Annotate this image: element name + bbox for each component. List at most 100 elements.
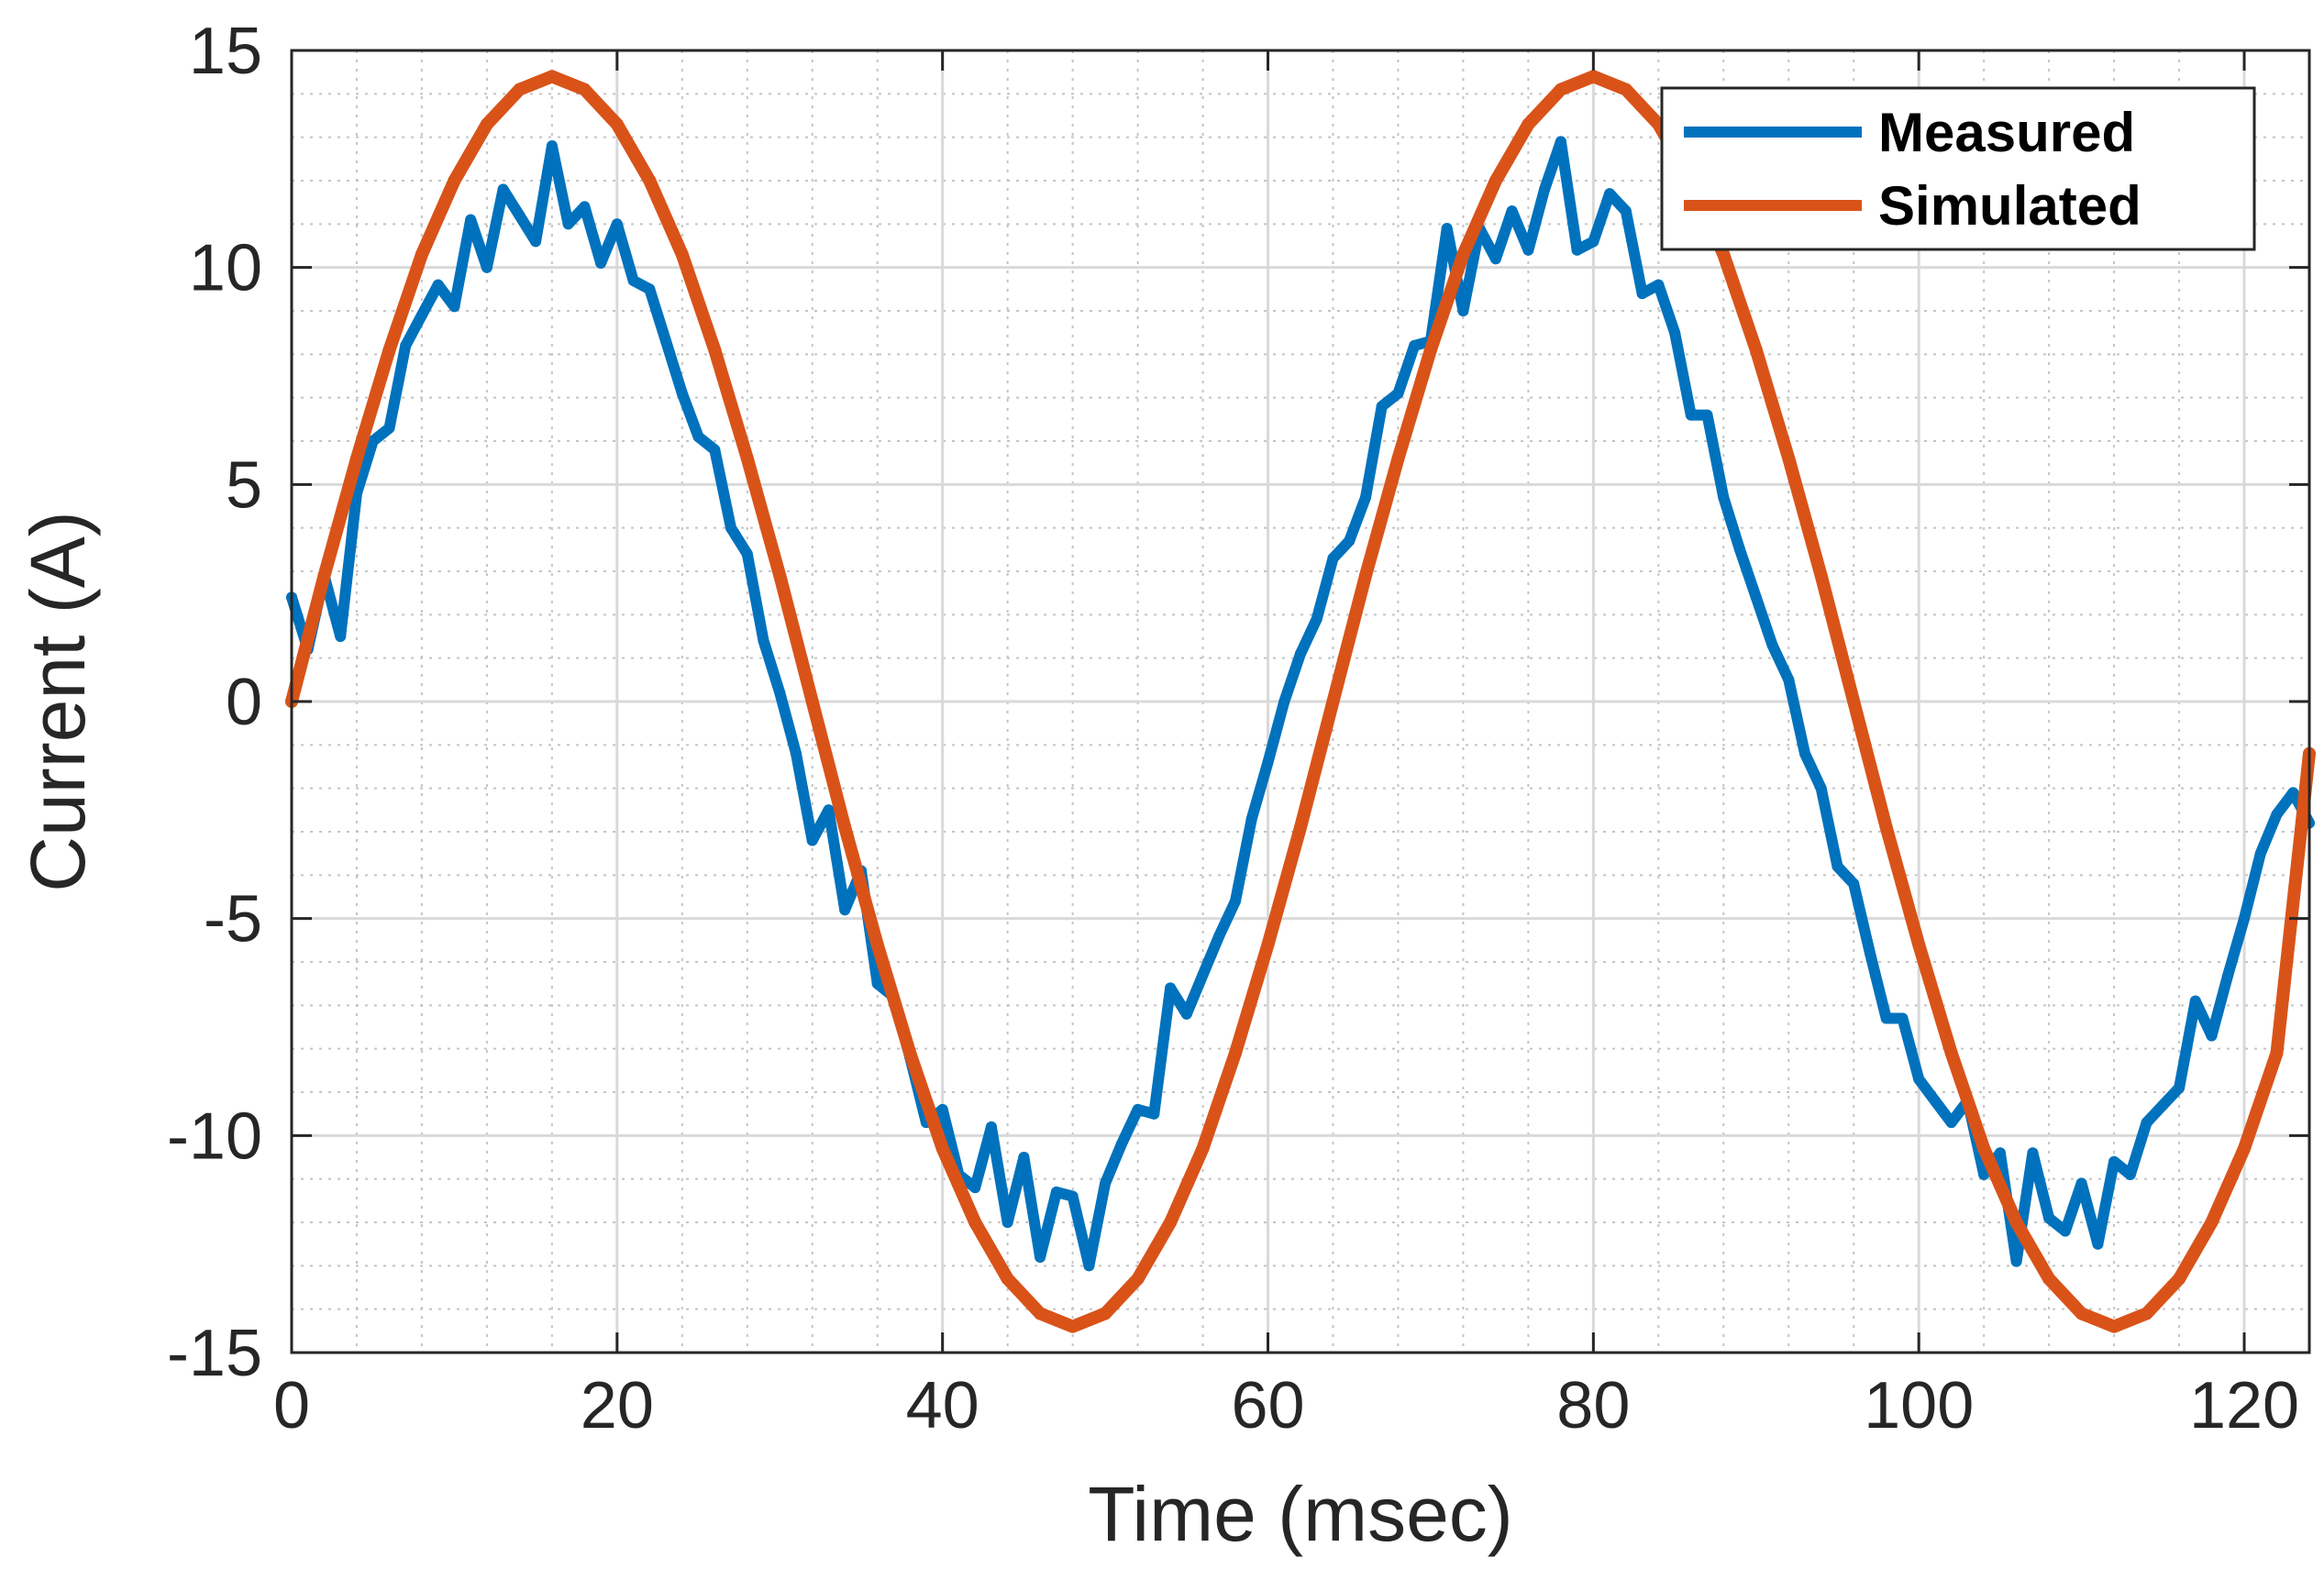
data-point-simulated	[513, 83, 526, 96]
data-point-measured	[676, 387, 688, 399]
data-point-measured	[448, 301, 460, 313]
data-point-measured	[2075, 1177, 2087, 1189]
data-point-measured	[1245, 812, 1257, 824]
data-point-measured	[1815, 782, 1827, 794]
data-point-measured	[871, 978, 883, 989]
legend-box	[1660, 86, 2256, 251]
data-point-measured	[415, 309, 427, 321]
data-point-simulated	[1423, 343, 1437, 357]
data-point-measured	[1653, 279, 1665, 291]
data-point-simulated	[1196, 1142, 1210, 1155]
data-point-measured	[1994, 1147, 2006, 1159]
data-point-simulated	[415, 248, 428, 261]
data-point-simulated	[1587, 70, 1600, 83]
data-point-measured	[611, 218, 623, 230]
data-point-measured	[2287, 787, 2299, 799]
data-point-simulated	[480, 117, 493, 131]
data-point-measured	[1506, 205, 1518, 217]
data-point-measured	[1685, 409, 1697, 421]
data-point-simulated	[1522, 117, 1535, 131]
data-point-measured	[2092, 1238, 2104, 1250]
data-point-measured	[2174, 1082, 2186, 1094]
data-point-simulated	[578, 83, 592, 96]
data-point-simulated	[1488, 174, 1502, 187]
data-point-simulated	[968, 1216, 982, 1229]
data-point-measured	[1278, 696, 1290, 707]
data-point-measured	[2222, 969, 2234, 981]
data-point-measured	[1489, 253, 1501, 265]
data-point-measured	[791, 747, 802, 759]
legend-label-simulated: Simulated	[1878, 175, 2141, 237]
data-point-measured	[2157, 1099, 2169, 1111]
data-point-measured	[741, 548, 753, 560]
data-point-measured	[1929, 1095, 1941, 1107]
data-point-measured	[497, 183, 509, 195]
data-point-measured	[1262, 757, 1274, 768]
data-point-measured	[1441, 223, 1453, 235]
data-point-measured	[1848, 878, 1860, 889]
data-point-measured	[1734, 544, 1745, 556]
data-point-measured	[1409, 339, 1421, 351]
data-point-simulated	[1066, 1320, 1079, 1333]
data-point-measured	[2059, 1225, 2071, 1237]
data-point-measured	[1880, 1012, 1892, 1024]
data-point-measured	[823, 804, 835, 816]
data-point-measured	[1035, 1251, 1046, 1263]
data-point-measured	[1978, 1168, 1990, 1180]
data-point-simulated	[1977, 1142, 1991, 1155]
data-point-simulated	[1456, 248, 1470, 261]
data-point-simulated	[1294, 821, 1307, 834]
y-tick-label: 0	[226, 666, 262, 739]
data-point-simulated	[382, 343, 396, 357]
data-point-simulated	[448, 174, 461, 187]
data-point-measured	[562, 218, 574, 230]
data-point-simulated	[1782, 451, 1796, 465]
series-layer	[285, 70, 2316, 1333]
data-point-measured	[1115, 1138, 1127, 1150]
y-tick-label: -5	[204, 883, 262, 956]
data-point-simulated	[2270, 1046, 2284, 1060]
data-point-measured	[725, 522, 736, 534]
data-point-simulated	[1912, 938, 1926, 952]
x-tick-label: 60	[1231, 1369, 1304, 1442]
data-point-simulated	[2238, 1142, 2251, 1155]
data-point-simulated	[2173, 1272, 2186, 1286]
data-point-measured	[1311, 613, 1322, 625]
data-point-measured	[1165, 982, 1177, 994]
data-point-measured	[1571, 244, 1583, 256]
data-point-simulated	[1554, 83, 1567, 96]
data-point-measured	[1100, 1177, 1112, 1189]
data-point-measured	[2010, 1255, 2022, 1267]
data-point-measured	[432, 279, 444, 291]
data-point-measured	[2027, 1147, 2039, 1159]
data-point-simulated	[610, 117, 624, 131]
data-point-measured	[1018, 1152, 1030, 1163]
data-point-measured	[1392, 387, 1404, 399]
data-point-measured	[2108, 1155, 2120, 1167]
data-point-simulated	[2075, 1307, 2088, 1320]
data-point-measured	[627, 274, 639, 286]
data-point-measured	[839, 904, 851, 916]
data-point-measured	[1522, 244, 1534, 256]
data-point-simulated	[1359, 569, 1372, 582]
data-point-measured	[1718, 492, 1730, 503]
data-point-simulated	[317, 569, 331, 582]
x-tick-label: 20	[581, 1369, 654, 1442]
data-point-simulated	[1749, 343, 1763, 357]
data-point-measured	[2239, 912, 2250, 924]
data-point-measured	[367, 436, 379, 447]
data-point-measured	[1865, 947, 1876, 959]
data-point-simulated	[1164, 1216, 1178, 1229]
data-point-simulated	[1261, 938, 1275, 952]
data-point-measured	[2043, 1212, 2055, 1224]
data-point-measured	[1295, 647, 1306, 659]
data-point-measured	[1636, 288, 1648, 300]
x-tick-label: 120	[2189, 1369, 2299, 1442]
data-point-measured	[1050, 1186, 1062, 1198]
data-point-measured	[1832, 860, 1843, 872]
y-tick-label: -10	[167, 1099, 262, 1173]
data-point-simulated	[870, 938, 884, 952]
data-point-simulated	[1034, 1307, 1047, 1320]
